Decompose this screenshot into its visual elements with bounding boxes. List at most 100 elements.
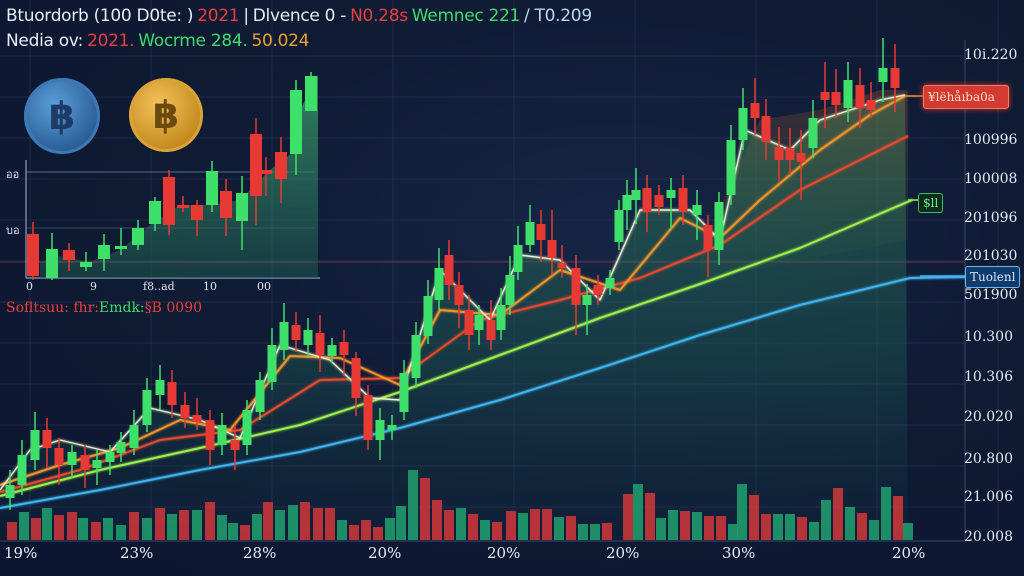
title-segment: | [243,6,249,26]
y-axis-label: 20.800 [964,451,1013,467]
inset-area-fill [40,75,318,278]
candle-body [678,188,688,212]
ma_blue-line [0,275,1021,509]
candle-body [279,322,289,350]
volume-bar [42,508,52,540]
candle-body [582,295,592,305]
subtitle-segment: Wocrme 284. [138,31,248,51]
volume-bar [228,523,238,540]
volume-bar [19,512,29,540]
candle-body [42,430,52,448]
candle-body [17,455,27,485]
inset-x-label: 9 [90,280,97,293]
candle-body [375,420,385,440]
volume-bar [217,515,227,540]
title-segment: Btuordorb (100 D0te: ) [6,6,194,26]
inset-candle-body [177,205,189,208]
volume-bar [444,510,454,540]
candle-body [831,92,841,105]
title-segment: 2021 [197,6,240,26]
volume-bar [78,518,88,540]
candle-body [547,240,557,258]
inset-x-label: f8..ad [143,280,175,293]
candle-body [571,268,581,305]
candle-body [54,448,64,465]
candle-body [255,380,265,412]
volume-bar [288,505,298,540]
y-axis-label: 100008 [964,171,1018,187]
candle-body [855,85,865,108]
inset-candle-body [115,246,127,249]
x-axis-label: 20% [487,544,521,562]
candle-body [105,452,115,462]
inset-candle-body [250,134,262,196]
price-area-fill [0,95,908,540]
candle-body [593,285,603,295]
volume-bar [893,496,903,540]
volume-bar [518,513,528,540]
volume-bar [869,520,879,540]
volume-bar [167,514,177,540]
candle-body [5,485,15,498]
ma_red-line [0,135,909,493]
candle-body [726,140,736,195]
volume-bar [205,502,215,540]
candle-body [878,68,888,82]
candle-body [327,345,337,356]
candle-body [217,425,227,445]
inset-candle-body [80,262,92,267]
inset-y-label: ออ [6,168,20,181]
candle-body [703,225,713,250]
y-axis-label: 501900 [964,287,1018,303]
candle-body [890,68,900,88]
candle-body [315,333,325,355]
candle-body [666,190,676,198]
chart-title-line-1: Btuordorb (100 D0te: ) 2021 | Dlvence 0 - N0… [6,6,596,26]
candle-body [303,330,313,345]
x-axis-label: 20% [368,544,402,562]
candle-body [714,202,724,250]
volume-bar [179,510,189,540]
volume-bar [420,478,430,540]
y-axis-label: 10.300 [964,329,1013,345]
candle-body [155,380,165,395]
current-price-tag: ¥lëhåıba0a [923,85,1009,109]
candle-body [444,255,454,285]
volume-bar [385,518,395,540]
candle-body [399,373,409,412]
volume-bar [103,518,113,540]
volume-bar [578,524,588,540]
volume-bar [821,500,831,540]
candle-body [67,452,77,465]
candle-body [116,442,126,453]
volume-bar [506,511,516,540]
volume-bar [396,506,406,540]
candle-body [142,390,152,425]
volume-bar [785,514,795,540]
y-axis-label: 10i.220 [964,47,1018,63]
title-segment: Dlvence 0 - [252,6,347,26]
candle-body [750,103,760,118]
volume-bar [656,518,666,540]
candle-body [631,190,641,200]
candle-body [614,210,624,242]
volume-bar [542,509,552,540]
candle-body [180,405,190,418]
chart-title-line-2: Nedia ov: 2021. Wocrme 284. 50.024 [6,31,313,51]
volume-bar [480,520,490,540]
candle-body [363,395,373,440]
candle-body [622,195,632,210]
volume-bar [633,484,643,540]
volume-bar [67,512,77,540]
volume-bar [530,509,540,540]
candle-body [434,268,444,300]
candle-body [761,116,771,142]
volume-bar [91,522,101,540]
candle-body [205,420,215,450]
candle-body [605,278,615,288]
volume-bar [275,510,285,540]
subtitle-segment: 50.024 [251,31,310,51]
candle-body [843,80,853,108]
candle-body [474,315,484,330]
